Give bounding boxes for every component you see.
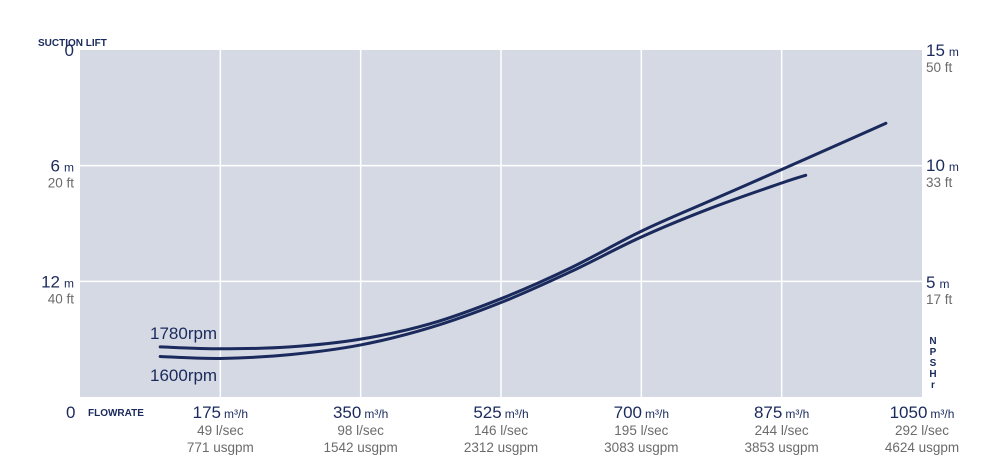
right-tick-sub-15: 50 ft [926, 60, 953, 75]
x-tick-usgpm-350: 1542 usgpm [324, 440, 398, 455]
x-tick-lps-700: 195 l/sec [614, 423, 668, 438]
x-tick-usgpm-875: 3853 usgpm [745, 440, 819, 455]
right-tick-15: 15 m [926, 41, 959, 60]
x-tick-525: 525 m³/h [473, 403, 528, 422]
series-label-1780rpm: 1780rpm [150, 324, 217, 343]
right-tick-sub-10: 33 ft [926, 175, 953, 190]
x-tick-usgpm-525: 2312 usgpm [464, 440, 538, 455]
left-tick-0: 0 [65, 41, 74, 60]
x-tick-usgpm-1050: 4624 usgpm [885, 440, 959, 455]
npshr-letter: r [931, 380, 935, 391]
left-tick-12: 12 m [41, 272, 74, 291]
npshr-letter: H [929, 369, 936, 380]
right-tick-sub-5: 17 ft [926, 292, 953, 307]
x-axis-title: FLOWRATE [88, 408, 144, 419]
x-tick-usgpm-175: 771 usgpm [187, 440, 254, 455]
x-tick-lps-175: 49 l/sec [197, 423, 244, 438]
left-axis: 0 6 m20 ft 12 m40 ft [41, 41, 74, 306]
x-tick-lps-525: 146 l/sec [474, 423, 528, 438]
left-tick-sub-12: 40 ft [48, 291, 75, 306]
x-tick-700: 700 m³/h [614, 403, 669, 422]
x-tick-lps-875: 244 l/sec [755, 423, 809, 438]
npshr-letter: S [930, 358, 937, 369]
curve-1600rpm [158, 173, 808, 360]
series-label-1600rpm: 1600rpm [150, 366, 217, 385]
left-tick-sub-6: 20 ft [48, 176, 75, 191]
x-tick-350: 350 m³/h [333, 403, 388, 422]
x-tick-1050: 1050 m³/h [890, 403, 955, 422]
x-tick-usgpm-700: 3083 usgpm [604, 440, 678, 455]
x-tick-875: 875 m³/h [754, 403, 809, 422]
left-axis-title: SUCTION LIFT [38, 38, 107, 49]
npshr-letter: N [929, 336, 936, 347]
grid-lines [80, 50, 922, 397]
x-tick-175: 175 m³/h [193, 403, 248, 422]
x-tick-lps-350: 98 l/sec [337, 423, 384, 438]
npshr-letter: P [930, 347, 937, 358]
x-axis: 175 m³/h49 l/sec 771 usgpm 350 m³/h98 l/sec 1… [187, 403, 959, 455]
curves [158, 121, 888, 360]
x-tick-lps-1050: 292 l/sec [895, 423, 949, 438]
right-axis: 15 m50 ft 10 m33 ft 5 m17 ft [926, 41, 959, 307]
right-tick-10: 10 m [926, 156, 959, 175]
left-axis-bottom-label: 0 [66, 403, 75, 422]
curve-1780rpm [158, 121, 888, 351]
